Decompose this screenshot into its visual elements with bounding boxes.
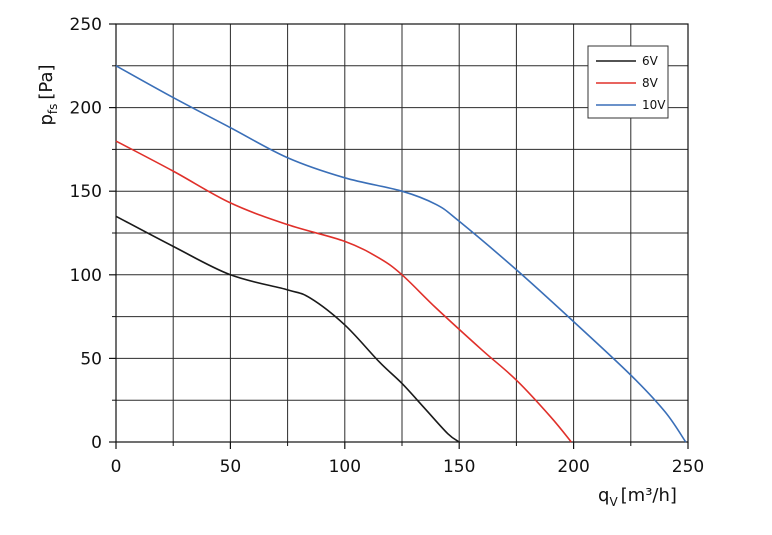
y-axis-label: pfs[Pa] [36, 64, 60, 125]
x-axis-label: qV [m³/h] [598, 485, 677, 509]
x-tick-label: 0 [111, 457, 122, 477]
series-layer [115, 65, 687, 443]
y-tick-label: 100 [70, 266, 102, 286]
y-tick-label: 150 [70, 182, 102, 202]
y-tick-label: 50 [80, 349, 102, 369]
y-tick-label: 200 [70, 99, 102, 119]
legend: 6V 8V 10V [587, 45, 669, 119]
x-tick-label: 100 [329, 457, 361, 477]
legend-label-10v: 10V [642, 98, 666, 112]
series-line-10v [115, 65, 687, 443]
y-tick-label: 0 [91, 433, 102, 453]
x-tick-label: 50 [220, 457, 242, 477]
y-axis: 0 50 100 150 200 250 [70, 15, 116, 453]
legend-label-6v: 6V [642, 54, 659, 68]
legend-label-8v: 8V [642, 76, 659, 90]
x-axis: 0 50 100 150 200 250 [111, 442, 704, 477]
x-tick-label: 250 [672, 457, 704, 477]
series-line-8v [115, 140, 572, 443]
y-tick-label: 250 [70, 15, 102, 35]
x-tick-label: 200 [557, 457, 589, 477]
x-tick-label: 150 [443, 457, 475, 477]
series-line-6v [115, 215, 460, 443]
